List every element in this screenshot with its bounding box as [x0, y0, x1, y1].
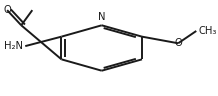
Text: H₂N: H₂N — [4, 41, 23, 51]
Text: CH₃: CH₃ — [198, 26, 217, 36]
Text: N: N — [98, 12, 106, 22]
Text: O: O — [174, 38, 182, 48]
Text: O: O — [3, 5, 11, 15]
